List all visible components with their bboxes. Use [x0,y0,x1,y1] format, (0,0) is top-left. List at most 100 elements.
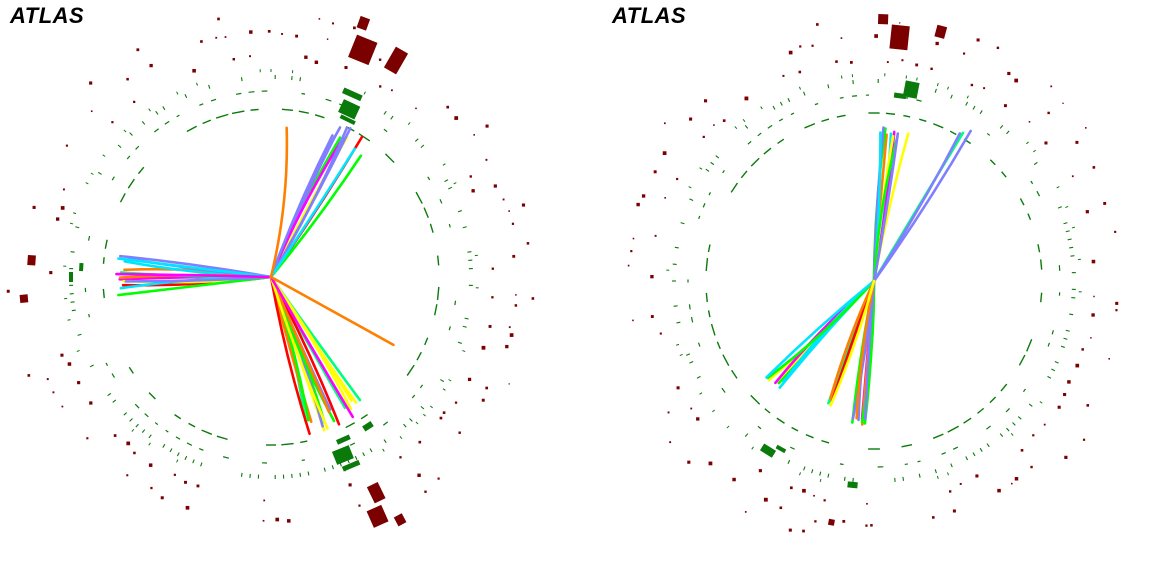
tracker-hit [772,105,776,110]
inner-detector-ring [750,394,761,405]
calorimeter-cell [1062,102,1064,104]
tracker-hit [676,321,681,324]
inner-detector-ring [127,178,135,189]
inner-detector-ring [314,114,325,119]
tracker-hit [409,418,413,422]
tracker-hit [946,472,950,476]
inner-detector-ring [175,436,181,440]
calorimeter-cell [1014,78,1019,83]
tracker-hit [1065,205,1069,209]
inner-detector-ring [747,140,752,145]
em-deposit [79,262,84,272]
inner-detector-ring [839,463,844,466]
particle-track [269,126,289,279]
calorimeter-cell [732,477,736,482]
calorimeter-cell [89,401,93,405]
tracker-hit [1069,246,1074,249]
calorimeter-cell [667,411,670,414]
tracker-hit [1028,403,1033,407]
tracker-hit [390,115,394,120]
calorimeter-cell [60,353,64,357]
calorimeter-cell [935,41,939,46]
tracker-hit [383,439,387,444]
inner-detector-ring [102,288,105,299]
particle-track [269,275,329,430]
tracker-hit [362,452,366,457]
inner-detector-ring [250,108,259,111]
tracker-hit [162,443,166,448]
tracker-hit [1065,329,1070,332]
calorimeter-cell [1007,71,1011,76]
tracker-hit [742,119,746,122]
tracker-hit [734,126,738,129]
inner-detector-ring [248,91,255,93]
inner-detector-ring [707,310,711,318]
calorimeter-cell [1093,295,1095,298]
calorimeter-cell [148,463,153,467]
inner-detector-ring [201,429,213,435]
calorimeter-cell [676,386,680,390]
calorimeter-cell [89,81,93,85]
tracker-hit [1060,345,1065,348]
calorimeter-cell [650,315,654,318]
em-deposit [331,445,354,465]
calorimeter-cell [689,117,693,121]
calorimeter-cell [636,202,640,207]
tracker-hit [403,423,407,428]
calorimeter-cell [654,234,657,237]
tracker-hit [462,325,467,328]
calorimeter-cell [491,296,494,299]
tracker-hit [689,361,694,364]
inner-detector-ring [301,459,305,462]
tracker-hit [67,319,71,321]
tracker-hit [688,186,692,189]
inner-detector-ring [423,207,429,219]
inner-detector-ring [1000,383,1008,392]
tracker-hit [902,476,905,481]
calorimeter-cell [133,100,136,104]
tracker-hit [148,434,152,439]
tracker-hit [972,452,976,457]
calorimeter-cell [133,451,136,455]
hadronic-deposit [889,24,910,51]
calorimeter-cell [378,58,382,61]
calorimeter-cell [32,205,36,209]
tracker-hit [674,246,679,249]
tracker-hit [696,375,701,379]
em-deposit [847,481,858,489]
tracker-hit [1006,427,1010,432]
calorimeter-cell [798,70,802,74]
calorimeter-cell [318,18,321,20]
inner-detector-ring [416,351,422,361]
inner-detector-ring [804,122,816,129]
calorimeter-cell [215,36,218,39]
tracker-hit [1047,375,1052,379]
inner-detector-ring [901,444,913,448]
tracker-hit [1017,416,1022,420]
calorimeter-cell [481,398,485,402]
tracker-hit [1057,206,1063,209]
calorimeter-cell [224,36,227,38]
inner-detector-ring [1019,198,1025,206]
calorimeter-cell [1075,363,1080,368]
inner-detector-ring [947,425,960,433]
inner-detector-ring [1040,292,1043,303]
tracker-hit [1054,361,1059,364]
tracker-hit [155,110,159,115]
calorimeter-cell [708,461,713,466]
calorimeter-cell [126,77,129,81]
inner-detector-ring [989,159,996,166]
tracker-hit [423,413,426,417]
calorimeter-cell [526,242,530,245]
calorimeter-cell [663,122,666,125]
tracker-hit [131,429,135,432]
tracker-hit [129,418,133,422]
tracker-hit [414,138,419,142]
calorimeter-cell [788,528,792,532]
inner-detector-ring [916,99,922,102]
calorimeter-cell [60,206,65,210]
em-deposit [335,434,351,445]
inner-detector-ring [154,422,159,426]
calorimeter-cell [1081,348,1084,351]
tracker-hit [331,465,334,470]
